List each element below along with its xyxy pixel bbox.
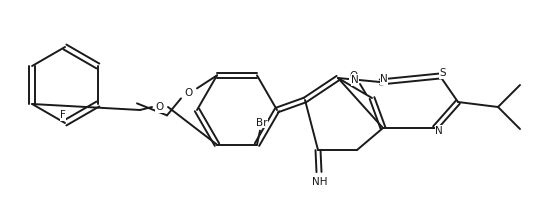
Text: NH: NH: [312, 177, 328, 187]
Text: N: N: [380, 74, 388, 84]
Text: O: O: [185, 88, 193, 98]
Text: O: O: [156, 102, 164, 112]
Text: F: F: [60, 110, 66, 120]
Text: N: N: [351, 75, 359, 85]
Text: O: O: [350, 71, 358, 81]
Text: S: S: [439, 68, 446, 78]
Text: N: N: [435, 126, 443, 136]
Text: Br: Br: [256, 118, 268, 128]
